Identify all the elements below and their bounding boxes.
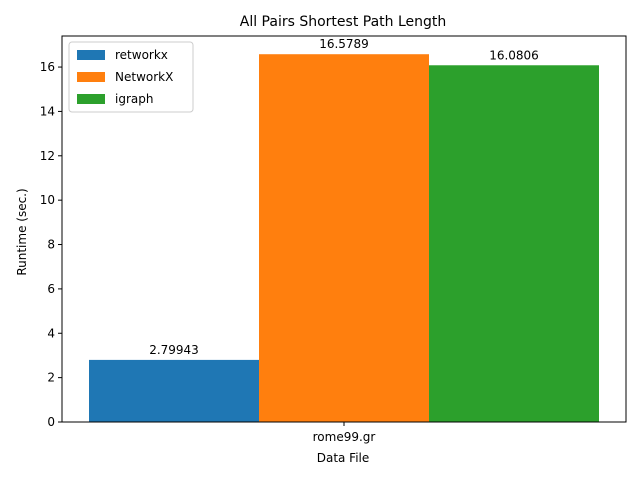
plot-area: 2.79943 16.5789 16.0806 rome99.gr 0 2 4 6 8 10 12 1… bbox=[40, 35, 627, 444]
legend-label-networkx: NetworkX bbox=[115, 70, 173, 84]
y-tick-label: 14 bbox=[40, 104, 55, 118]
y-tick-label: 4 bbox=[47, 326, 55, 340]
x-tick-label: rome99.gr bbox=[313, 430, 376, 444]
legend-label-retworkx: retworkx bbox=[115, 48, 168, 62]
legend-swatch-igraph bbox=[77, 94, 105, 104]
y-tick-label: 12 bbox=[40, 149, 55, 163]
y-tick-label: 8 bbox=[47, 238, 55, 252]
x-axis-label: Data File bbox=[317, 451, 370, 465]
data-label-retworkx: 2.79943 bbox=[149, 343, 199, 357]
bar-retworkx-0 bbox=[89, 359, 259, 422]
legend: retworkx NetworkX igraph bbox=[68, 41, 194, 113]
legend-swatch-retworkx bbox=[77, 50, 105, 60]
y-tick-label: 6 bbox=[47, 282, 55, 296]
legend-label-igraph: igraph bbox=[115, 92, 153, 106]
y-tick-label: 10 bbox=[40, 193, 55, 207]
plot-frame bbox=[61, 35, 627, 423]
legend-swatch-networkx bbox=[77, 72, 105, 82]
chart-title: All Pairs Shortest Path Length bbox=[240, 14, 447, 30]
y-tick-label: 16 bbox=[40, 60, 55, 74]
y-tick-label: 2 bbox=[47, 371, 55, 385]
data-label-networkx: 16.5789 bbox=[319, 37, 369, 51]
bar-igraph-0 bbox=[429, 65, 599, 423]
bar-networkx-0 bbox=[259, 54, 429, 422]
y-axis-label: Runtime (sec.) bbox=[15, 188, 29, 275]
data-label-igraph: 16.0806 bbox=[489, 48, 539, 62]
y-tick-label: 0 bbox=[47, 415, 55, 429]
